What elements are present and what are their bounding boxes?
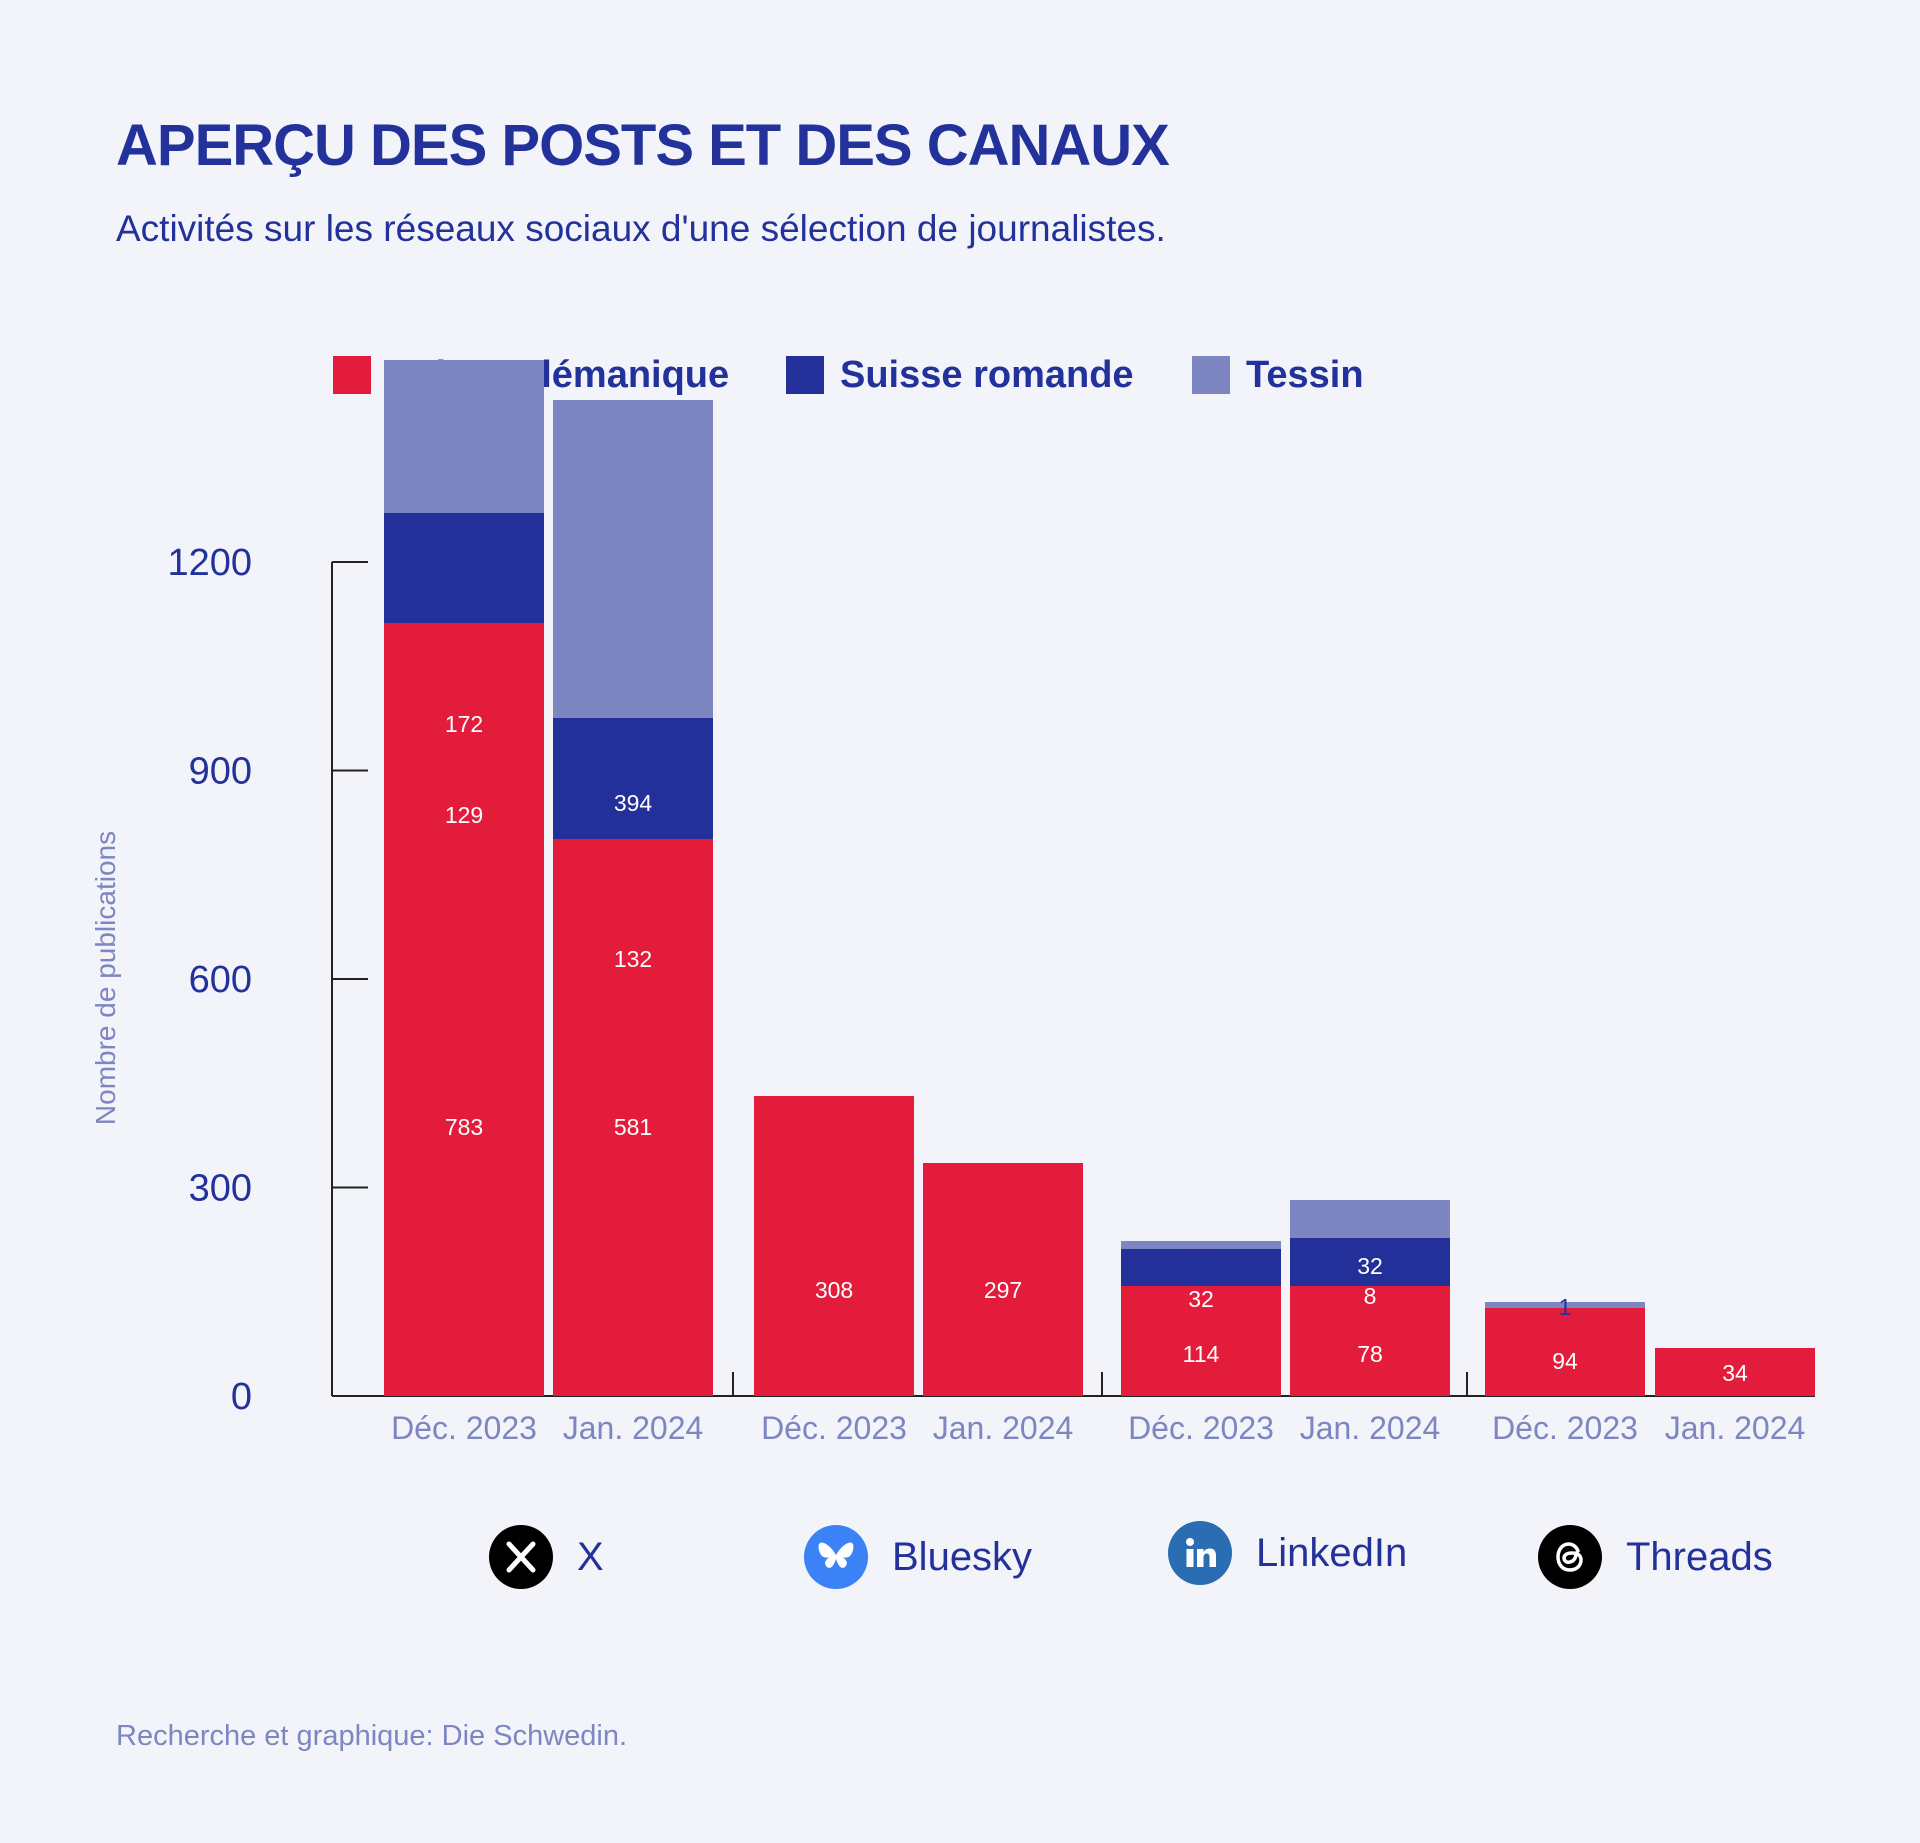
bar-segment [1485, 1302, 1645, 1308]
butterfly-icon [804, 1525, 868, 1589]
bar-segment [754, 1096, 914, 1396]
legend-label: Tessin [1246, 353, 1364, 396]
data-label: 94 [1552, 1348, 1578, 1374]
platform-label: Bluesky [892, 1534, 1033, 1579]
platform-linkedin: LinkedIn [1168, 1518, 1407, 1588]
legend-swatch [333, 356, 371, 394]
y-tick-label: 1200 [167, 542, 252, 584]
platform-label: LinkedIn [1256, 1530, 1408, 1575]
data-label: 308 [815, 1277, 853, 1303]
legend-item-tessin: Tessin [1192, 350, 1364, 400]
data-label: 132 [614, 946, 652, 972]
x-tick-label: Déc. 2023 [1492, 1410, 1638, 1446]
bar-segment [384, 360, 544, 513]
platform-threads: Threads [1538, 1522, 1773, 1592]
x-tick-label: Jan. 2024 [563, 1410, 704, 1446]
x-logo-icon [489, 1525, 553, 1589]
data-label: 32 [1188, 1286, 1214, 1312]
data-label: 394 [614, 790, 653, 816]
y-tick-label: 0 [231, 1376, 252, 1418]
platform-bluesky: Bluesky [804, 1522, 1032, 1592]
y-tick-label: 300 [189, 1168, 252, 1210]
x-tick-label: Jan. 2024 [1300, 1410, 1441, 1446]
bar-segment [1655, 1348, 1815, 1396]
x-tick-label: Déc. 2023 [391, 1410, 537, 1446]
bar-segment [923, 1163, 1083, 1396]
data-label: 1 [1559, 1294, 1572, 1320]
bar-segment [1121, 1249, 1281, 1286]
platform-x: X [489, 1522, 604, 1592]
data-label: 2 [1195, 1251, 1208, 1277]
x-tick-label: Déc. 2023 [761, 1410, 907, 1446]
bar-segment [1290, 1200, 1450, 1238]
y-tick-label: 600 [189, 959, 252, 1001]
bar-segment [1485, 1308, 1645, 1396]
data-label: 78 [1357, 1341, 1383, 1367]
bar-segment [384, 513, 544, 623]
source-note: Recherche et graphique: Die Schwedin. [116, 1720, 628, 1752]
bar-segment [384, 623, 544, 1396]
data-label: 8 [1364, 1283, 1377, 1309]
bar-segment [1121, 1241, 1281, 1249]
bar-segment [1121, 1286, 1281, 1396]
data-label: 32 [1357, 1253, 1383, 1279]
data-label: 129 [445, 802, 483, 828]
legend-swatch [786, 356, 824, 394]
bar-segment [553, 839, 713, 1396]
platform-label: Threads [1626, 1534, 1773, 1579]
x-tick-label: Déc. 2023 [1128, 1410, 1274, 1446]
data-label: 114 [1183, 1341, 1220, 1367]
data-label: 172 [445, 711, 483, 737]
data-label: 783 [445, 1114, 483, 1140]
threads-at-icon [1538, 1525, 1602, 1589]
y-axis-title: Nombre de publications [90, 831, 121, 1125]
bar-segment [553, 400, 713, 718]
chart-title: APERÇU DES POSTS ET DES CANAUX [116, 113, 1170, 178]
legend-swatch [1192, 356, 1230, 394]
bar-segment [553, 718, 713, 839]
data-label: 34 [1722, 1360, 1748, 1386]
data-label: 297 [984, 1277, 1022, 1303]
chart-subtitle: Activités sur les réseaux sociaux d'une … [116, 208, 1166, 249]
platform-label: X [577, 1534, 604, 1579]
x-tick-label: Jan. 2024 [933, 1410, 1074, 1446]
y-tick-label: 900 [189, 751, 252, 793]
x-tick-label: Jan. 2024 [1665, 1410, 1806, 1446]
bar-segment [1290, 1238, 1450, 1286]
legend-item-suisse-romande: Suisse romande [786, 350, 1134, 400]
bar-chart: 0 300 600 900 1200 Nombre de publications 783 1… [90, 360, 1815, 1446]
data-label: 581 [614, 1114, 652, 1140]
bar-segment [1290, 1286, 1450, 1396]
linkedin-icon [1168, 1521, 1232, 1585]
legend-label: Suisse romande [840, 353, 1134, 396]
